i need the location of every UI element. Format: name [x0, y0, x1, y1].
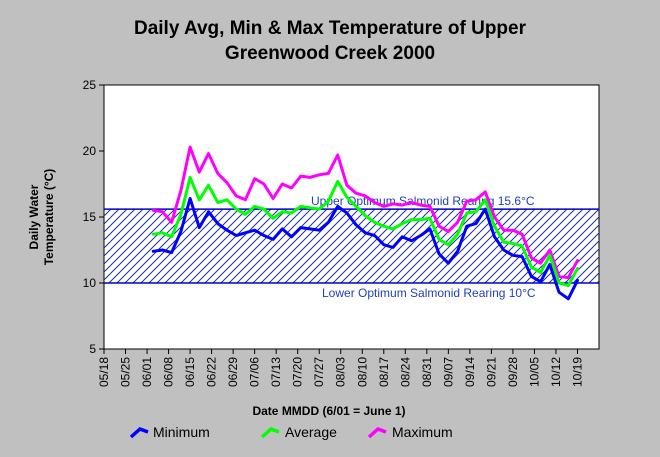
y-axis: 5 10 15 20 25 [83, 78, 104, 356]
y-tick-label: 25 [83, 78, 97, 92]
x-tick-label: 08/24 [398, 357, 412, 387]
legend-swatch-average [260, 426, 280, 439]
legend-label-minimum: Minimum [153, 424, 210, 440]
series-line-minimum [151, 197, 579, 301]
x-tick-label: 06/08 [162, 357, 176, 387]
y-tick-label: 10 [83, 276, 97, 290]
x-axis: 05/18 05/25 06/01 06/08 06/15 06/22 06/29 07/06… [97, 349, 584, 387]
x-tick-label: 06/15 [183, 357, 197, 387]
y-tick-label: 20 [83, 144, 97, 158]
legend-item-minimum: Minimum [129, 424, 210, 440]
y-tick-label: 5 [89, 342, 96, 356]
x-tick-label: 08/31 [420, 357, 434, 387]
x-tick-label: 07/20 [291, 357, 305, 387]
x-tick-label: 10/05 [527, 357, 541, 387]
series-line-maximum [151, 145, 579, 280]
x-tick-label: 09/21 [484, 357, 498, 387]
legend-label-average: Average [285, 424, 337, 440]
legend-swatch-minimum [129, 426, 149, 439]
series-line-average [151, 175, 579, 288]
x-tick-label: 05/18 [97, 357, 111, 387]
chart-title-line1: Daily Avg, Min & Max Temperature of Uppe… [134, 18, 527, 39]
y-axis-title-line2: Temperature (°C) [42, 169, 56, 266]
series-layer [151, 145, 579, 301]
x-tick-label: 05/25 [119, 357, 133, 387]
legend: Minimum Average Maximum [129, 424, 453, 440]
x-tick-label: 06/01 [140, 357, 154, 387]
x-tick-label: 10/19 [570, 357, 584, 387]
x-tick-label: 07/27 [312, 357, 326, 387]
x-tick-label: 07/13 [269, 357, 283, 387]
x-tick-label: 09/14 [463, 357, 477, 387]
x-tick-label: 07/06 [248, 357, 262, 387]
legend-item-maximum: Maximum [367, 424, 453, 440]
x-axis-title: Date MMDD (6/01 = June 1) [252, 404, 405, 418]
x-tick-label: 06/22 [205, 357, 219, 387]
x-tick-label: 10/12 [549, 357, 563, 387]
x-tick-label: 08/03 [334, 357, 348, 387]
x-tick-label: 06/29 [226, 357, 240, 387]
lower-threshold-label: Lower Optimum Salmonid Rearing 10°C [322, 286, 536, 300]
x-tick-label: 09/07 [441, 357, 455, 387]
y-axis-title-line1: Daily Water [27, 184, 41, 249]
x-tick-label: 09/28 [506, 357, 520, 387]
y-tick-label: 15 [83, 210, 97, 224]
legend-swatch-maximum [367, 426, 387, 439]
legend-label-maximum: Maximum [392, 424, 453, 440]
legend-item-average: Average [260, 424, 337, 440]
chart-title-line2: Greenwood Creek 2000 [225, 43, 435, 64]
x-tick-label: 08/17 [377, 357, 391, 387]
x-tick-label: 08/10 [355, 357, 369, 387]
